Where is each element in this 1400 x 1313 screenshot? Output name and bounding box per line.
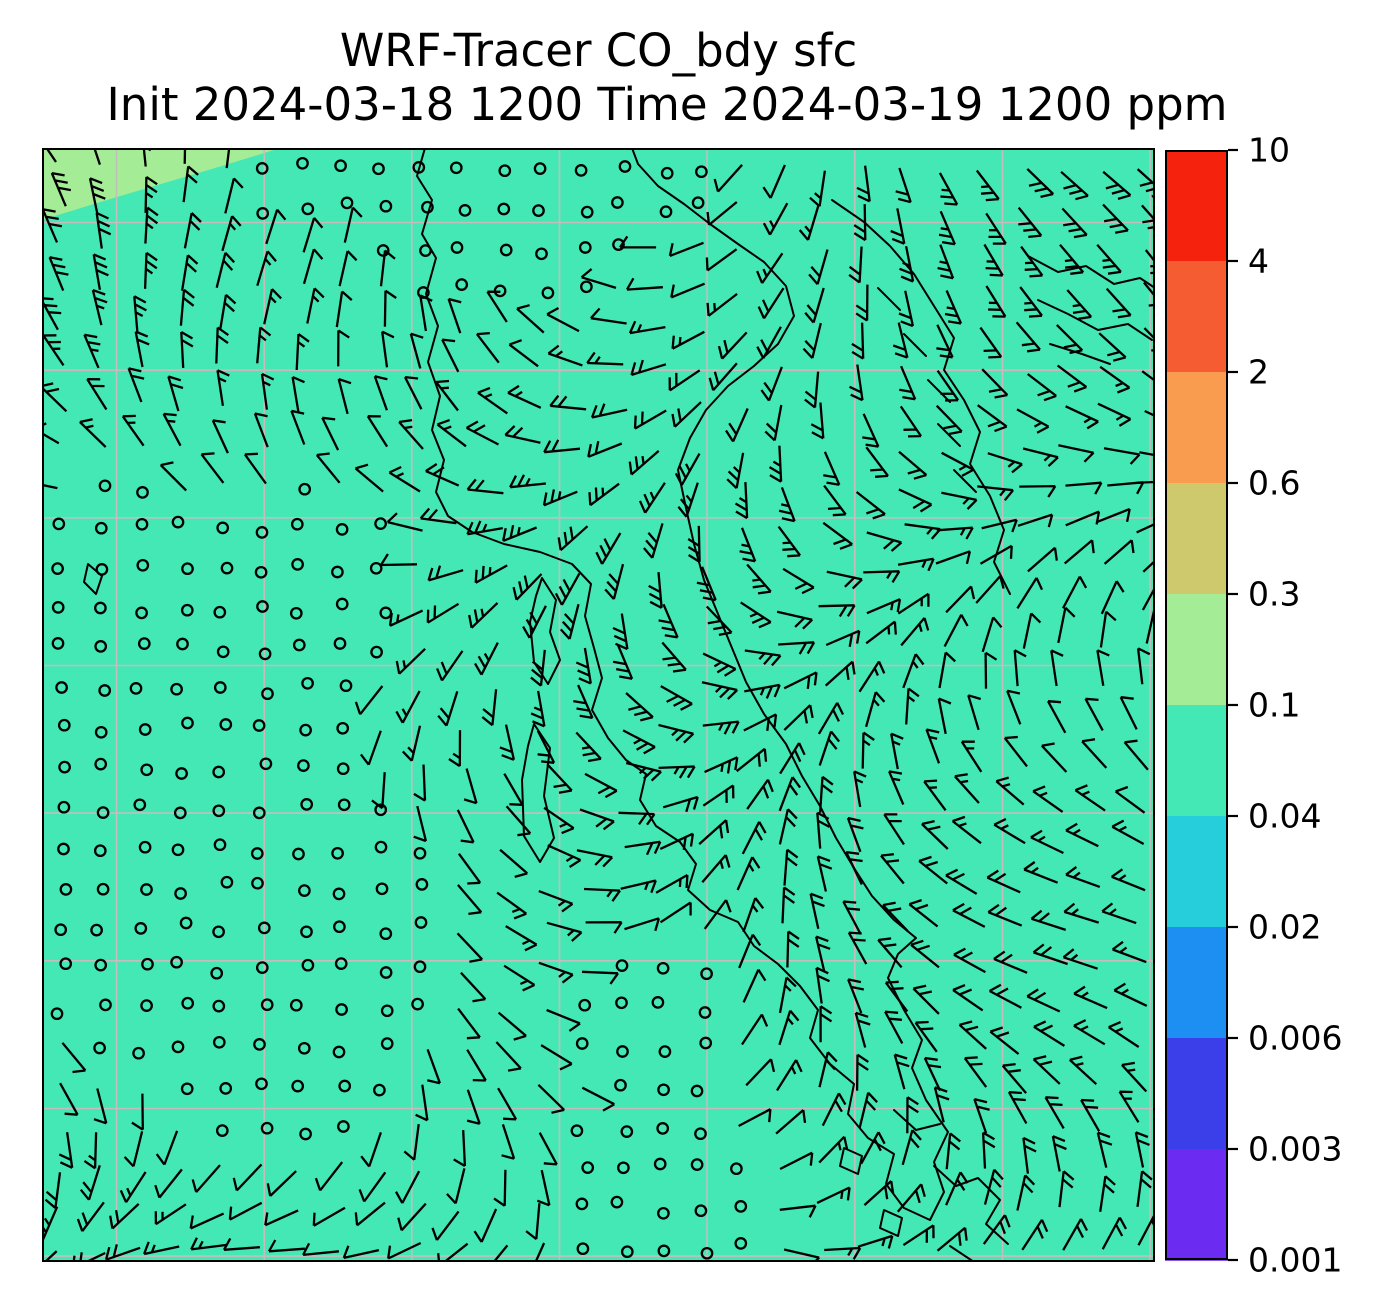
colorbar-tick-label: 0.001	[1248, 1241, 1342, 1280]
colorbar-tick-label: 10	[1248, 131, 1290, 170]
colorbar-tick-label: 4	[1248, 242, 1269, 281]
map-border	[42, 148, 1155, 1262]
colorbar-tick-label: 0.02	[1248, 908, 1321, 947]
colorbar-tick-label: 0.003	[1248, 1130, 1342, 1169]
colorbar-tick-label: 0.1	[1248, 686, 1300, 725]
colorbar-ticks: 10 4 2 0.6 0.3 0.1 0.04 0.02 0.006 0.003 0.001	[1228, 131, 1342, 1280]
field-patch-top-left	[42, 148, 280, 220]
chart-subtitle: Init 2024-03-18 1200 Time 2024-03-19 120…	[106, 78, 1228, 131]
colorbar-tick-label: 0.006	[1248, 1019, 1342, 1058]
colorbar-segments	[1165, 150, 1228, 1261]
colorbar-tick-label: 0.6	[1248, 464, 1300, 503]
colorbar-border	[1165, 150, 1228, 1260]
colorbar: 10 4 2 0.6 0.3 0.1 0.04 0.02 0.006 0.003 0.001	[1165, 131, 1342, 1280]
map-plot	[42, 148, 1155, 1262]
wind-barbs	[42, 148, 1155, 1262]
colorbar-tick-label: 0.3	[1248, 575, 1300, 614]
chart-title: WRF-Tracer CO_bdy sfc	[339, 24, 858, 77]
colorbar-tick-label: 0.04	[1248, 797, 1321, 836]
colorbar-tick-label: 2	[1248, 353, 1269, 392]
